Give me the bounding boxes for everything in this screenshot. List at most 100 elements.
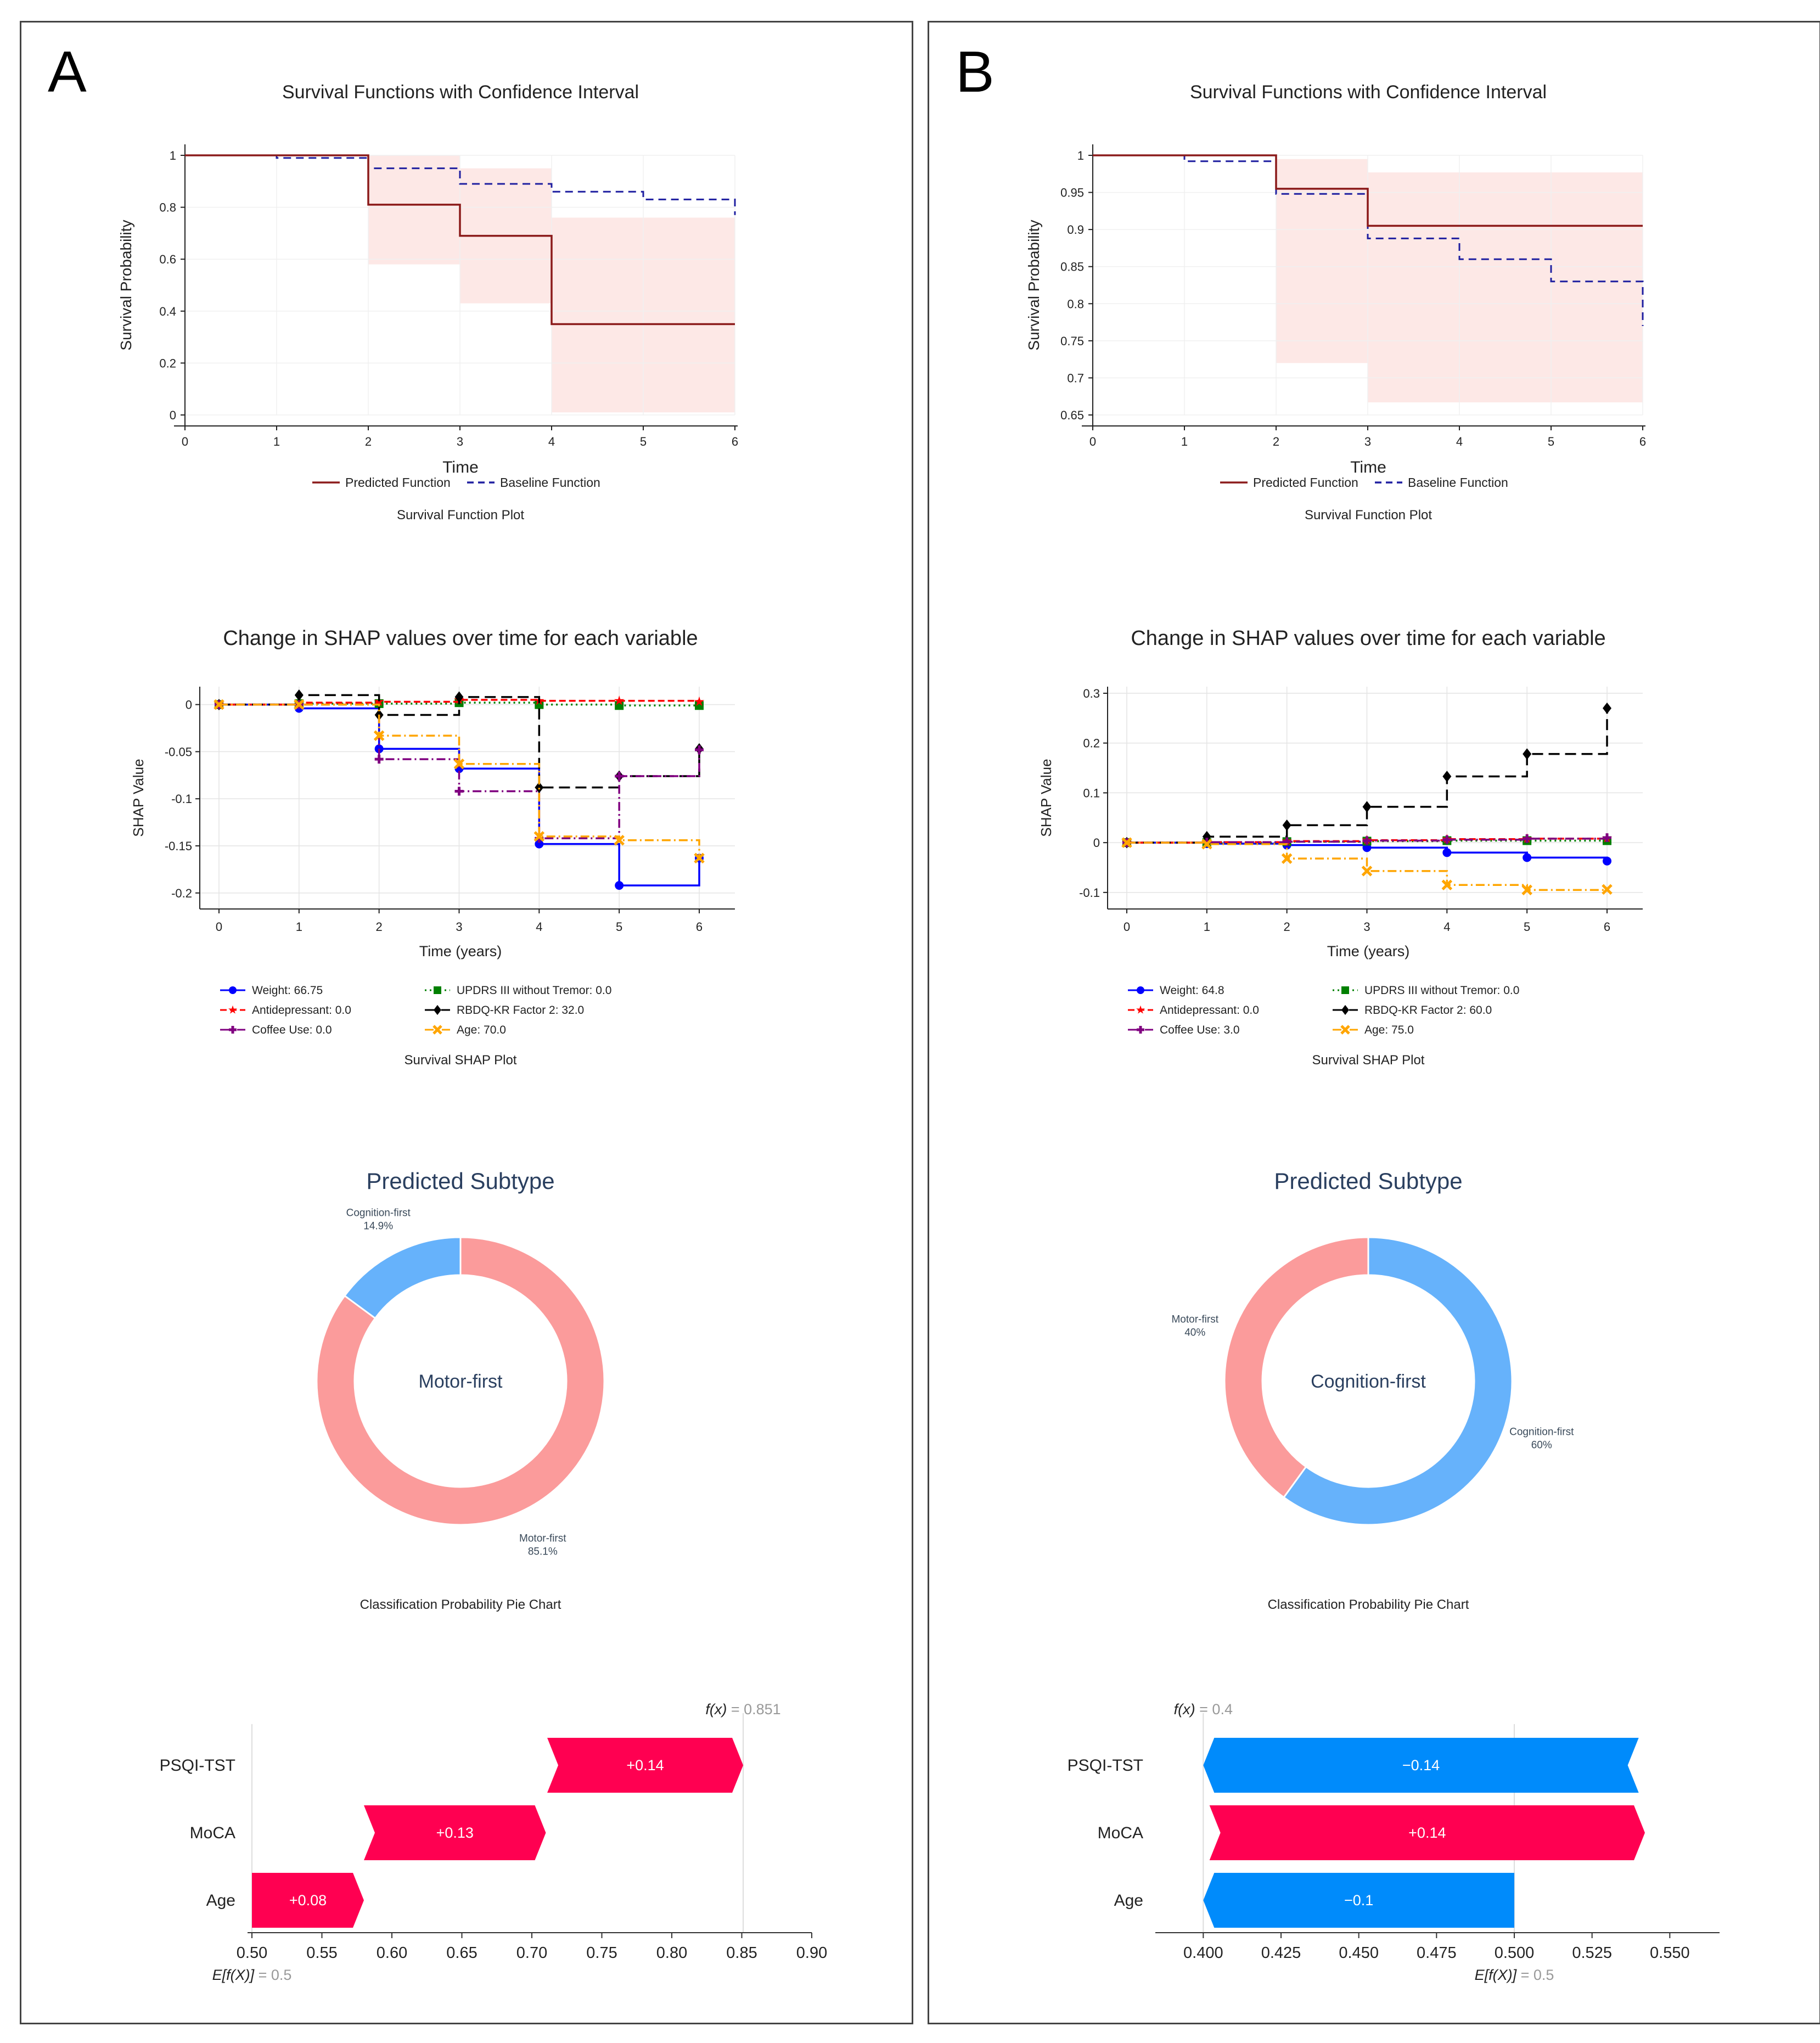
chart-title: Predicted Subtype bbox=[1274, 1168, 1462, 1194]
chart-caption: Survival Function Plot bbox=[397, 508, 524, 523]
data-point bbox=[1523, 748, 1532, 760]
x-tick-label: 2 bbox=[376, 920, 383, 934]
data-point bbox=[1137, 986, 1144, 994]
bar-value-label: −0.1 bbox=[1344, 1892, 1373, 1909]
y-tick-label: 0.8 bbox=[1067, 297, 1084, 311]
data-point bbox=[374, 755, 384, 764]
data-point bbox=[373, 730, 385, 741]
data-point bbox=[1121, 837, 1132, 848]
data-point bbox=[1136, 1005, 1145, 1014]
x-tick-label: 0.65 bbox=[446, 1944, 477, 1962]
data-point bbox=[1361, 866, 1373, 877]
x-tick-label: 0.75 bbox=[586, 1944, 617, 1962]
y-tick-label: 1 bbox=[1077, 149, 1084, 162]
bar-value-label: −0.14 bbox=[1402, 1757, 1440, 1773]
confidence-band bbox=[1276, 159, 1368, 363]
y-tick-label: 0.3 bbox=[1083, 687, 1100, 700]
chart-caption: Survival SHAP Plot bbox=[1312, 1053, 1425, 1068]
bar-value-label: +0.14 bbox=[1408, 1825, 1446, 1841]
panel-b-charts: Survival Functions with Confidence Inter… bbox=[1025, 82, 1720, 1983]
fx-annotation: f(x) = 0.851 bbox=[705, 1701, 780, 1718]
data-point bbox=[535, 782, 544, 794]
data-point bbox=[432, 1025, 442, 1035]
x-tick-label: 2 bbox=[1284, 920, 1290, 934]
waterfall-chart: +0.14 PSQI-TST +0.13 MoCA +0.08 Age 0.50 0.55 0.… bbox=[160, 1701, 828, 1983]
data-point bbox=[1341, 1004, 1349, 1015]
data-point bbox=[533, 831, 545, 842]
x-tick-label: 1 bbox=[1204, 920, 1210, 934]
pie-slice bbox=[316, 1236, 605, 1526]
data-point bbox=[229, 1026, 237, 1034]
feature-label: PSQI-TST bbox=[160, 1756, 235, 1775]
data-point bbox=[1442, 835, 1452, 844]
data-point bbox=[1603, 702, 1611, 714]
y-tick-label: 0 bbox=[1093, 836, 1100, 850]
survival-chart: Survival Functions with Confidence Inter… bbox=[117, 82, 738, 523]
waterfall-chart: −0.14 PSQI-TST +0.14 MoCA −0.1 Age 0.400 0.425 0… bbox=[1068, 1701, 1720, 1983]
x-axis-label: Time bbox=[1350, 458, 1386, 476]
slice-percent-label: 14.9% bbox=[363, 1221, 393, 1232]
panel-letter: B bbox=[956, 40, 995, 104]
y-tick-label: 0.4 bbox=[159, 305, 176, 318]
x-axis-label: Time bbox=[442, 458, 479, 476]
x-tick-label: 1 bbox=[273, 435, 280, 448]
confidence-band bbox=[1368, 172, 1643, 403]
pie-slice bbox=[343, 1236, 462, 1320]
x-tick-label: 0.500 bbox=[1495, 1944, 1535, 1962]
x-tick-label: 3 bbox=[456, 920, 462, 934]
y-tick-label: 0.6 bbox=[159, 252, 176, 266]
y-tick-label: 0.95 bbox=[1060, 186, 1084, 200]
data-point bbox=[1523, 834, 1532, 843]
y-tick-label: 0.1 bbox=[1083, 786, 1100, 800]
x-tick-label: 4 bbox=[1456, 435, 1463, 448]
bar-value-label: +0.13 bbox=[436, 1825, 474, 1841]
data-point bbox=[229, 986, 237, 994]
donut-chart: Predicted Subtype Motor-first 85.1% Cogniti… bbox=[316, 1168, 605, 1612]
y-tick-label: 0 bbox=[170, 408, 176, 422]
chart-caption: Survival Function Plot bbox=[1305, 508, 1432, 523]
legend-label: Predicted Function bbox=[345, 475, 451, 490]
data-point bbox=[614, 834, 625, 846]
shap-bar-positive bbox=[364, 1805, 546, 1860]
data-point bbox=[535, 839, 544, 849]
legend-label: RBDQ-KR Factor 2: 32.0 bbox=[457, 1004, 584, 1017]
data-point bbox=[1442, 771, 1452, 782]
y-axis-label: SHAP Value bbox=[1038, 759, 1054, 837]
feature-label: PSQI-TST bbox=[1068, 1756, 1143, 1775]
x-tick-label: 3 bbox=[1363, 920, 1370, 934]
x-tick-label: 0.475 bbox=[1417, 1944, 1457, 1962]
data-point bbox=[1603, 856, 1611, 866]
shap-bar-positive bbox=[547, 1738, 744, 1793]
slice-label: Motor-first bbox=[1171, 1314, 1218, 1325]
x-tick-label: 5 bbox=[616, 920, 622, 934]
chart-caption: Survival SHAP Plot bbox=[405, 1053, 517, 1068]
x-tick-label: 1 bbox=[296, 920, 302, 934]
data-point bbox=[694, 852, 705, 864]
shap-bar-negative bbox=[1203, 1738, 1639, 1793]
x-tick-label: 3 bbox=[1364, 435, 1371, 448]
slice-label: Cognition-first bbox=[1509, 1427, 1574, 1438]
data-point bbox=[695, 701, 704, 710]
data-point bbox=[228, 1005, 237, 1014]
bar-value-label: +0.08 bbox=[289, 1892, 327, 1909]
y-tick-label: 0.2 bbox=[159, 356, 176, 370]
y-tick-label: 0.7 bbox=[1067, 371, 1084, 385]
x-tick-label: 0.550 bbox=[1650, 1944, 1690, 1962]
data-point bbox=[1442, 848, 1452, 857]
donut-center-label: Cognition-first bbox=[1311, 1371, 1426, 1392]
x-tick-label: 0 bbox=[216, 920, 222, 934]
series-line bbox=[219, 703, 700, 858]
y-tick-label: 0.8 bbox=[159, 201, 176, 215]
x-tick-label: 2 bbox=[1273, 435, 1279, 448]
data-point bbox=[1362, 836, 1372, 845]
data-point bbox=[1523, 853, 1532, 862]
survival-chart: Survival Functions with Confidence Inter… bbox=[1025, 82, 1646, 523]
x-tick-label: 0.90 bbox=[796, 1944, 827, 1962]
x-tick-label: 0 bbox=[1124, 920, 1130, 934]
feature-label: Age bbox=[1114, 1892, 1143, 1910]
y-tick-label: 0 bbox=[186, 698, 192, 712]
data-point bbox=[434, 1004, 441, 1015]
y-tick-label: -0.05 bbox=[165, 745, 192, 759]
x-tick-label: 6 bbox=[732, 435, 738, 448]
data-point bbox=[1282, 819, 1291, 831]
